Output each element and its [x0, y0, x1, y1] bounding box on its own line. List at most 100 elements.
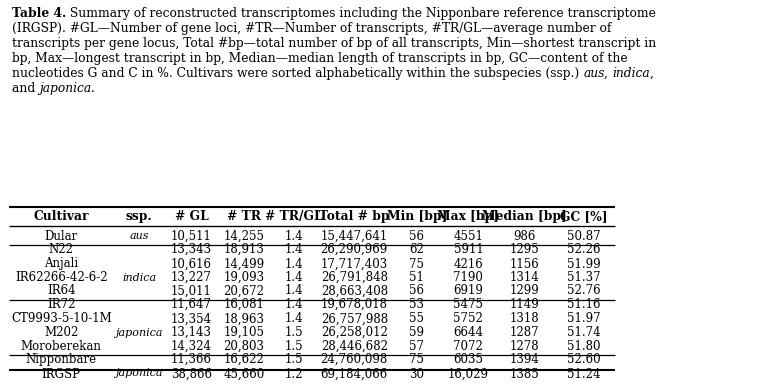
Text: 19,678,018: 19,678,018	[321, 298, 388, 311]
Text: 10,616: 10,616	[171, 257, 212, 271]
Text: 14,499: 14,499	[224, 257, 264, 271]
Text: 1.5: 1.5	[284, 340, 303, 353]
Text: CT9993-5-10-1M: CT9993-5-10-1M	[11, 312, 112, 326]
Text: 20,672: 20,672	[224, 284, 264, 298]
Text: 15,447,641: 15,447,641	[321, 229, 388, 243]
Text: 7190: 7190	[453, 271, 483, 284]
Text: # TR/GL: # TR/GL	[265, 210, 322, 223]
Text: 986: 986	[513, 229, 536, 243]
Text: 45,660: 45,660	[224, 367, 264, 381]
Text: 6644: 6644	[453, 326, 483, 339]
Text: 28,663,408: 28,663,408	[321, 284, 388, 298]
Text: 16,622: 16,622	[224, 353, 264, 366]
Text: 38,866: 38,866	[171, 367, 212, 381]
Text: 5752: 5752	[453, 312, 483, 326]
Text: 1314: 1314	[510, 271, 539, 284]
Text: 50.87: 50.87	[568, 229, 601, 243]
Text: 6035: 6035	[453, 353, 483, 366]
Text: 55: 55	[409, 312, 424, 326]
Text: 59: 59	[409, 326, 424, 339]
Text: 51.16: 51.16	[568, 298, 601, 311]
Text: M202: M202	[44, 326, 78, 339]
Text: GC [%]: GC [%]	[560, 210, 608, 223]
Text: 17,717,403: 17,717,403	[321, 257, 388, 271]
Text: 26,757,988: 26,757,988	[321, 312, 388, 326]
Text: 11,366: 11,366	[171, 353, 212, 366]
Text: bp, Max—longest transcript in bp, Median—median length of transcripts in bp, GC—: bp, Max—longest transcript in bp, Median…	[12, 52, 627, 65]
Text: 26,791,848: 26,791,848	[321, 271, 388, 284]
Text: 1.4: 1.4	[284, 284, 303, 298]
Text: transcripts per gene locus, Total #bp—total number of bp of all transcripts, Min: transcripts per gene locus, Total #bp—to…	[12, 37, 656, 50]
Text: # GL: # GL	[175, 210, 208, 223]
Text: 51.80: 51.80	[568, 340, 601, 353]
Text: 1394: 1394	[509, 353, 540, 366]
Text: 19,105: 19,105	[224, 326, 264, 339]
Text: 1.5: 1.5	[284, 326, 303, 339]
Text: Cultivar: Cultivar	[34, 210, 89, 223]
Text: 10,511: 10,511	[171, 229, 212, 243]
Text: 1295: 1295	[510, 243, 539, 256]
Text: 18,963: 18,963	[224, 312, 264, 326]
Text: 15,011: 15,011	[171, 284, 212, 298]
Text: 26,258,012: 26,258,012	[321, 326, 388, 339]
Text: 53: 53	[409, 298, 424, 311]
Text: and: and	[12, 82, 39, 95]
Text: IR64: IR64	[47, 284, 76, 298]
Text: japonica: japonica	[39, 82, 91, 95]
Text: Total # bp: Total # bp	[319, 210, 390, 223]
Text: 1.2: 1.2	[284, 367, 303, 381]
Text: 52.60: 52.60	[568, 353, 601, 366]
Text: 69,184,066: 69,184,066	[321, 367, 388, 381]
Text: 1318: 1318	[510, 312, 539, 326]
Text: 14,255: 14,255	[224, 229, 264, 243]
Text: 7072: 7072	[453, 340, 483, 353]
Text: 6919: 6919	[453, 284, 483, 298]
Text: IRGSP: IRGSP	[42, 367, 80, 381]
Text: 1287: 1287	[510, 326, 539, 339]
Text: 5911: 5911	[453, 243, 483, 256]
Text: nucleotides G and C in %. Cultivars were sorted alphabetically within the subspe: nucleotides G and C in %. Cultivars were…	[12, 67, 583, 80]
Text: 1.4: 1.4	[284, 312, 303, 326]
Text: 51: 51	[409, 271, 424, 284]
Text: indica: indica	[122, 273, 156, 283]
Text: 4216: 4216	[453, 257, 483, 271]
Text: IR62266-42-6-2: IR62266-42-6-2	[15, 271, 107, 284]
Text: 13,354: 13,354	[171, 312, 212, 326]
Text: Dular: Dular	[44, 229, 78, 243]
Text: 57: 57	[409, 340, 424, 353]
Text: 1.5: 1.5	[284, 353, 303, 366]
Text: 1.4: 1.4	[284, 298, 303, 311]
Text: Table 4.: Table 4.	[12, 7, 66, 20]
Text: 51.97: 51.97	[568, 312, 601, 326]
Text: .: .	[91, 82, 95, 95]
Text: 75: 75	[409, 353, 424, 366]
Text: 52.26: 52.26	[568, 243, 601, 256]
Text: 28,446,682: 28,446,682	[321, 340, 388, 353]
Text: 4551: 4551	[453, 229, 483, 243]
Text: aus: aus	[129, 231, 149, 241]
Text: 14,324: 14,324	[171, 340, 212, 353]
Text: 52.76: 52.76	[568, 284, 601, 298]
Text: 13,343: 13,343	[171, 243, 212, 256]
Text: 62: 62	[409, 243, 424, 256]
Text: 20,803: 20,803	[224, 340, 264, 353]
Text: 56: 56	[409, 284, 424, 298]
Text: 11,647: 11,647	[171, 298, 212, 311]
Text: Summary of reconstructed transcriptomes including the Nipponbare reference trans: Summary of reconstructed transcriptomes …	[66, 7, 656, 20]
Text: 51.24: 51.24	[568, 367, 601, 381]
Text: 1.4: 1.4	[284, 271, 303, 284]
Text: japonica: japonica	[115, 367, 163, 378]
Text: 56: 56	[409, 229, 424, 243]
Text: 26,290,969: 26,290,969	[321, 243, 388, 256]
Text: ,: ,	[650, 67, 653, 80]
Text: 1299: 1299	[510, 284, 539, 298]
Text: japonica: japonica	[115, 328, 163, 338]
Text: ssp.: ssp.	[126, 210, 152, 223]
Text: Moroberekan: Moroberekan	[21, 340, 102, 353]
Text: indica: indica	[612, 67, 650, 80]
Text: 13,143: 13,143	[171, 326, 212, 339]
Text: 13,227: 13,227	[171, 271, 212, 284]
Text: 51.74: 51.74	[568, 326, 601, 339]
Text: Anjali: Anjali	[44, 257, 78, 271]
Text: 51.37: 51.37	[568, 271, 601, 284]
